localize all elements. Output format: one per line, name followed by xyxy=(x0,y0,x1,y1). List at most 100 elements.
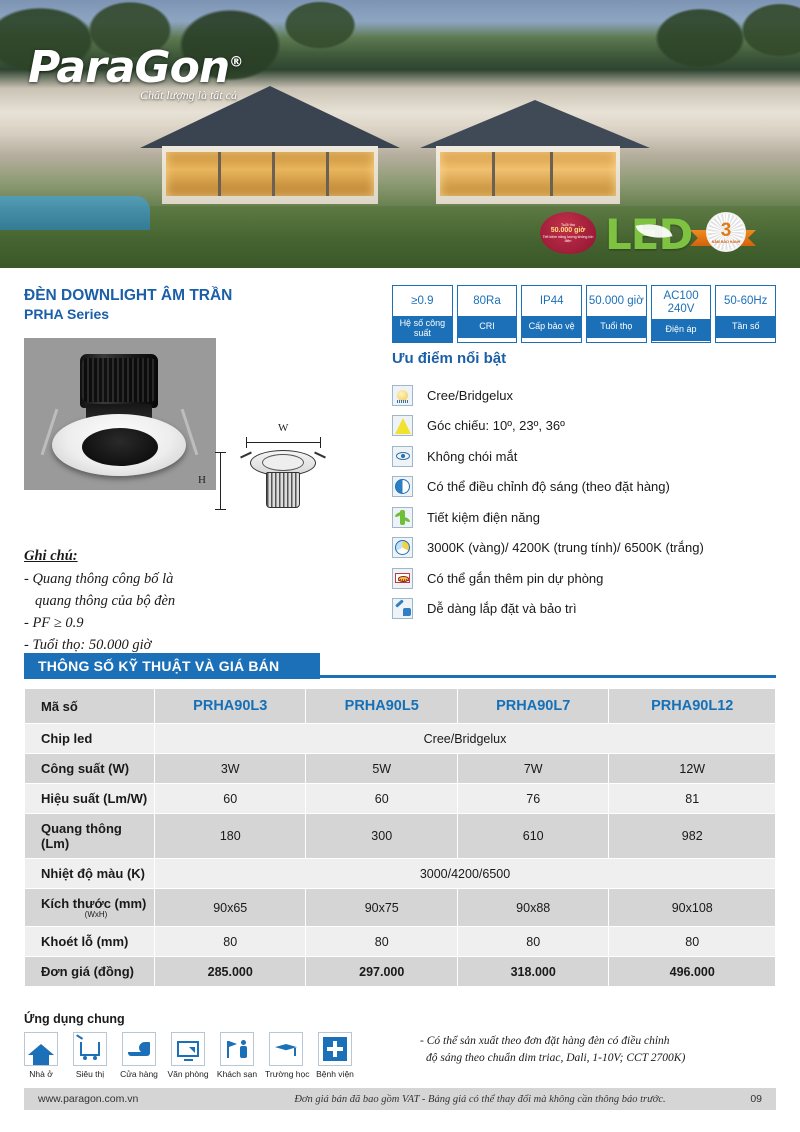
spec-badge-label: Hệ số công suất xyxy=(393,316,452,342)
feature-label: Tiết kiệm điện năng xyxy=(427,509,540,525)
spec-badge-value: IP44 xyxy=(539,294,564,307)
applications-row: Nhà ở Siêu thị Cửa hàng Văn phòng Khách … xyxy=(20,1032,356,1079)
feature-label: Có thể gắn thêm pin dự phòng xyxy=(427,570,604,586)
applications-heading: Ứng dụng chung xyxy=(24,1012,125,1026)
feature-item: Góc chiếu: 10º, 23º, 36º xyxy=(392,411,784,442)
width-label: W xyxy=(278,422,289,434)
row-label: Chip led xyxy=(24,723,155,754)
specifications-table: Mã số PRHA90L3 PRHA90L5 PRHA90L7 PRHA90L… xyxy=(24,688,776,987)
row-label: Công suất (W) xyxy=(24,753,155,784)
features-heading: Ưu điểm nổi bật xyxy=(392,350,507,367)
medical-cross-icon xyxy=(318,1032,352,1066)
spec-badge-power-factor: ≥0.9 Hệ số công suất xyxy=(392,285,453,343)
table-header-code: Mã số xyxy=(24,688,155,724)
house-icon xyxy=(24,1032,58,1066)
price-value: 297.000 xyxy=(305,956,458,987)
registered-mark: ® xyxy=(229,54,243,71)
lifetime-badge-line3: Tiết kiệm năng lượng không tốn điện xyxy=(542,235,594,244)
height-label: H xyxy=(198,474,206,486)
application-house: Nhà ở xyxy=(20,1032,62,1079)
row-value-span: Cree/Bridgelux xyxy=(154,723,776,754)
row-value: 80 xyxy=(608,926,776,957)
row-label: Quang thông (Lm) xyxy=(24,813,155,859)
custom-order-note: - Có thể sản xuất theo đơn đặt hàng đèn … xyxy=(420,1033,778,1068)
spec-badge-label: Điện áp xyxy=(651,319,711,342)
feature-label: Không chói mắt xyxy=(427,448,518,464)
spec-badge-value: ≥0.9 xyxy=(411,294,434,307)
lifetime-badge-line2: 50.000 giờ xyxy=(550,227,586,235)
cob-chip-icon xyxy=(392,384,413,406)
feature-item: Cree/Bridgelux xyxy=(392,380,784,411)
hero-banner: ParaGon® Chất lượng là tất cả Tuổi thọ 5… xyxy=(0,0,800,268)
spec-badge-value: AC100 240V xyxy=(663,290,699,316)
website-url[interactable]: www.paragon.com.vn xyxy=(38,1093,139,1105)
warranty-years: 3 xyxy=(720,219,732,241)
color-temperature-icon xyxy=(392,537,413,559)
row-value: 3W xyxy=(153,753,307,784)
feature-item: Dễ dàng lắp đặt và bảo trì xyxy=(392,594,784,625)
row-value: 7W xyxy=(456,753,610,784)
row-value: 12W xyxy=(608,753,776,784)
row-label-text: Kích thước (mm) xyxy=(41,896,147,911)
feature-item: Tiết kiệm điện năng xyxy=(392,502,784,533)
spec-badge-frequency: 50-60Hz Tần số xyxy=(715,285,777,343)
row-value: 90x65 xyxy=(153,888,307,927)
note-line: - PF ≥ 0.9 xyxy=(24,615,84,632)
hotel-bellhop-icon xyxy=(220,1032,254,1066)
row-value: 90x88 xyxy=(456,888,610,927)
table-header-model: PRHA90L3 xyxy=(153,688,307,724)
application-store: Cửa hàng xyxy=(118,1032,160,1079)
row-label: Kích thước (mm) (WxH) xyxy=(24,888,155,927)
notes-heading: Ghi chú: xyxy=(24,548,78,564)
spec-badge-label: CRI xyxy=(457,316,517,338)
row-value: 80 xyxy=(456,926,610,957)
row-value-span: 3000/4200/6500 xyxy=(154,858,776,889)
table-header-model: PRHA90L12 xyxy=(608,688,776,724)
feature-label: Cree/Bridgelux xyxy=(427,387,513,403)
application-office: Văn phòng xyxy=(167,1032,209,1079)
spec-badge-lifetime: 50.000 giờ Tuổi thọ xyxy=(586,285,647,343)
application-label: Nhà ở xyxy=(29,1069,53,1079)
feature-item: Có thể điều chỉnh độ sáng (theo đặt hàng… xyxy=(392,472,784,503)
application-label: Bệnh viện xyxy=(316,1069,354,1079)
page-number: 09 xyxy=(750,1093,762,1105)
row-value: 60 xyxy=(305,783,458,814)
custom-order-note-line1: - Có thể sản xuất theo đơn đặt hàng đèn … xyxy=(420,1035,670,1047)
product-title: ĐÈN DOWNLIGHT ÂM TRẦN PRHA Series xyxy=(24,286,364,324)
anti-glare-eye-icon xyxy=(392,445,413,467)
section-title: THÔNG SỐ KỸ THUẬT VÀ GIÁ BÁN xyxy=(38,658,280,674)
spec-badge-ip-rating: IP44 Cấp bảo vệ xyxy=(521,285,583,343)
table-header-model: PRHA90L5 xyxy=(305,688,458,724)
row-value: 90x108 xyxy=(608,888,776,927)
application-label: Trường học xyxy=(265,1069,310,1079)
table-row: Kích thước (mm) (WxH) 90x65 90x75 90x88 … xyxy=(24,888,776,927)
row-value: 80 xyxy=(305,926,458,957)
row-value: 300 xyxy=(305,813,458,859)
table-header-model: PRHA90L7 xyxy=(456,688,610,724)
section-title-bar: THÔNG SỐ KỸ THUẬT VÀ GIÁ BÁN xyxy=(24,653,320,679)
row-value: 90x75 xyxy=(305,888,458,927)
paragon-logo: ParaGon® xyxy=(28,42,243,93)
feature-item: Không chói mắt xyxy=(392,441,784,472)
row-label: Đơn giá (đồng) xyxy=(24,956,155,987)
spec-badge-cri: 80Ra CRI xyxy=(456,285,518,343)
dimension-drawing: W H xyxy=(198,420,348,512)
feature-label: Góc chiếu: 10º, 23º, 36º xyxy=(427,418,565,434)
row-value: 60 xyxy=(153,783,307,814)
application-hotel: Khách sạn xyxy=(216,1032,258,1079)
page-footer: www.paragon.com.vn Đơn giá bán đã bao gồ… xyxy=(24,1088,776,1110)
table-row: Quang thông (Lm) 180 300 610 982 xyxy=(24,813,776,859)
application-label: Văn phòng xyxy=(167,1069,209,1079)
features-list: Cree/Bridgelux Góc chiếu: 10º, 23º, 36º … xyxy=(392,380,784,624)
note-line: - Tuổi thọ: 50.000 giờ xyxy=(24,637,152,654)
feature-label: Có thể điều chỉnh độ sáng (theo đặt hàng… xyxy=(427,479,670,495)
warranty-badge: 3 NĂM BẢO HÀNH xyxy=(690,210,756,256)
footer-note: Đơn giá bán đã bao gồm VAT - Bảng giá có… xyxy=(294,1093,666,1105)
warranty-label: NĂM BẢO HÀNH xyxy=(711,239,741,244)
spec-badge-value: 80Ra xyxy=(473,294,501,307)
row-value: 180 xyxy=(153,813,307,859)
easy-install-icon xyxy=(392,598,413,620)
table-row: Nhiệt độ màu (K) 3000/4200/6500 xyxy=(24,858,776,889)
spec-badge-voltage: AC100 240V Điện áp xyxy=(650,285,712,343)
